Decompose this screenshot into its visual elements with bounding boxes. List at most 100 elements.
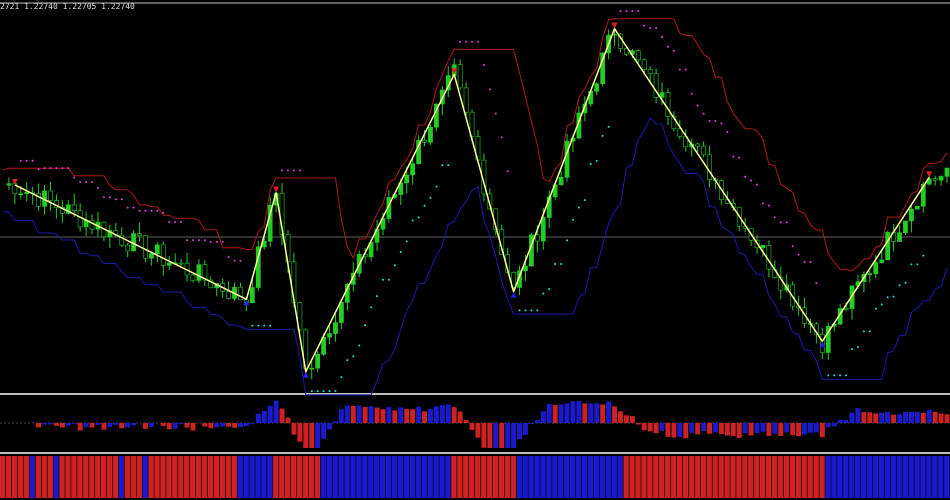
- trailing-stop-dot: [702, 112, 705, 115]
- histogram-bar: [422, 411, 427, 423]
- histogram-bar: [291, 423, 297, 435]
- candle-body: [137, 233, 142, 237]
- candle-body: [457, 64, 463, 89]
- trend-stripe: [570, 456, 576, 498]
- histogram-bar: [730, 423, 736, 436]
- candle-body: [558, 177, 564, 186]
- candle-body: [309, 367, 315, 370]
- trend-stripe: [837, 456, 843, 498]
- trend-stripe: [415, 456, 421, 498]
- trailing-stop-dot: [756, 183, 759, 186]
- histogram-bar: [517, 423, 522, 440]
- trend-stripe: [801, 456, 807, 498]
- histogram-bar: [65, 423, 71, 426]
- histogram-bar: [576, 401, 582, 423]
- histogram-bar: [825, 423, 831, 428]
- histogram-bar: [172, 423, 178, 429]
- histogram-bar: [623, 415, 629, 423]
- candle-body: [327, 333, 332, 338]
- trailing-stop-dot: [542, 292, 545, 295]
- histogram-bar: [564, 403, 570, 423]
- trend-stripe: [593, 456, 600, 498]
- trailing-stop-dot: [554, 262, 557, 265]
- trend-stripe: [748, 456, 754, 498]
- candle-body: [166, 262, 172, 266]
- candle-body: [647, 69, 653, 75]
- histogram-bar: [362, 406, 368, 423]
- trend-stripe: [41, 456, 47, 498]
- trailing-stop-dot: [643, 24, 646, 27]
- trend-stripe: [53, 456, 59, 498]
- trailing-stop-dot: [868, 330, 871, 333]
- trend-stripe: [356, 456, 362, 498]
- trailing-stop-dot: [488, 88, 491, 91]
- histogram-bar: [843, 419, 849, 423]
- candle-body: [760, 244, 766, 248]
- candle-body: [255, 246, 261, 288]
- trailing-stop-dot: [571, 218, 574, 221]
- trailing-stop-dot: [79, 181, 82, 184]
- trailing-stop-dot: [577, 206, 580, 209]
- trailing-stop-dot: [601, 134, 604, 137]
- trend-stripe: [17, 456, 24, 498]
- candle-body: [196, 264, 202, 281]
- trailing-stop-dot: [518, 309, 521, 312]
- trend-stripe: [433, 456, 439, 498]
- trend-stripe: [451, 456, 457, 498]
- trailing-stop-dot: [197, 239, 200, 242]
- trailing-stop-dot: [761, 202, 764, 205]
- trailing-stop-dot: [162, 211, 165, 214]
- trend-stripe: [878, 456, 885, 498]
- trend-stripe: [605, 456, 611, 498]
- trailing-stop-dot: [292, 169, 295, 172]
- trailing-stop-dot: [393, 264, 396, 267]
- candle-body: [849, 285, 855, 309]
- trend-stripe: [920, 456, 926, 498]
- trailing-stop-dot: [880, 303, 883, 306]
- histogram-bar: [457, 411, 463, 423]
- histogram-bar: [701, 423, 707, 432]
- trend-stripe: [558, 456, 564, 498]
- histogram-bar: [428, 408, 433, 423]
- trend-stripe: [160, 456, 166, 498]
- trend-stripe: [368, 456, 374, 498]
- trend-stripe: [534, 456, 540, 498]
- candle-body: [71, 204, 77, 211]
- candle-body: [641, 59, 647, 70]
- histogram-bar: [214, 423, 220, 428]
- trend-stripe: [855, 456, 861, 498]
- trailing-stop-dot: [209, 240, 212, 243]
- candle-body: [695, 143, 701, 147]
- trend-stripe: [290, 456, 297, 498]
- trailing-stop-dot: [168, 221, 171, 224]
- trend-stripe: [914, 456, 920, 498]
- candle-body: [410, 163, 416, 176]
- trend-stripe: [190, 456, 196, 498]
- trend-stripe: [486, 456, 493, 498]
- histogram-bar: [226, 423, 232, 427]
- trend-stripe: [819, 456, 825, 498]
- trailing-stop-dot: [126, 206, 129, 209]
- histogram-bar: [398, 407, 404, 423]
- histogram-bar: [267, 405, 273, 423]
- histogram-bar: [796, 423, 802, 437]
- histogram-bar: [83, 423, 89, 428]
- candle-body: [665, 92, 671, 117]
- histogram-bar: [742, 423, 748, 434]
- histogram-bar: [748, 423, 754, 436]
- trailing-stop-dot: [102, 196, 105, 199]
- histogram-bar: [190, 423, 196, 431]
- trend-stripe: [522, 456, 528, 498]
- candle-body: [154, 244, 160, 254]
- trend-stripe: [273, 456, 279, 498]
- trend-stripe: [302, 456, 309, 498]
- candle-body: [226, 291, 231, 299]
- trend-stripe: [231, 456, 237, 498]
- histogram-bar: [713, 423, 718, 433]
- histogram-bar: [897, 414, 902, 423]
- trailing-stop-dot: [465, 40, 468, 43]
- trend-stripe: [47, 456, 53, 498]
- trailing-stop-dot: [714, 120, 717, 123]
- trailing-stop-dot: [239, 259, 242, 262]
